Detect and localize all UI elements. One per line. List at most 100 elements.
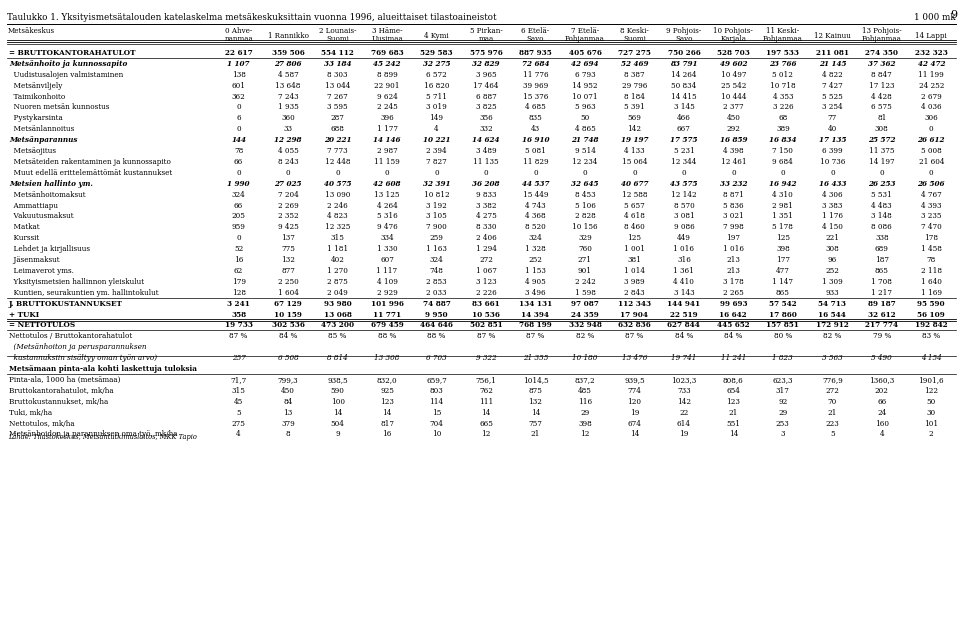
Text: 679 459: 679 459 [371, 322, 403, 329]
Text: 17 860: 17 860 [769, 310, 797, 319]
Text: 938,5: 938,5 [327, 376, 348, 384]
Text: 0: 0 [385, 169, 390, 177]
Text: 0: 0 [929, 169, 933, 177]
Text: 19 197: 19 197 [621, 137, 648, 144]
Text: 0: 0 [830, 169, 834, 177]
Text: 252: 252 [826, 267, 839, 275]
Text: 16 834: 16 834 [769, 137, 797, 144]
Text: 22 519: 22 519 [670, 310, 698, 319]
Text: 21 604: 21 604 [919, 158, 944, 166]
Text: 359 506: 359 506 [272, 49, 304, 57]
Text: 14 Lappi: 14 Lappi [916, 32, 948, 40]
Text: 3 595: 3 595 [327, 104, 348, 111]
Text: Ammattiapu: Ammattiapu [9, 202, 58, 210]
Text: 11 Keski-: 11 Keski- [766, 27, 800, 35]
Text: 3 382: 3 382 [476, 202, 496, 210]
Text: 87 %: 87 % [625, 332, 643, 341]
Text: 12 461: 12 461 [721, 158, 746, 166]
Text: 66: 66 [234, 158, 243, 166]
Text: 317: 317 [776, 387, 790, 395]
Text: 78: 78 [926, 256, 936, 264]
Text: 5 963: 5 963 [575, 104, 595, 111]
Text: 398: 398 [578, 420, 591, 428]
Text: 15: 15 [432, 409, 442, 416]
Text: Karjala: Karjala [720, 35, 746, 43]
Text: 177: 177 [776, 256, 790, 264]
Text: 4 150: 4 150 [822, 223, 843, 231]
Text: 2 987: 2 987 [376, 147, 397, 155]
Text: Pohjanmaa: Pohjanmaa [763, 35, 803, 43]
Text: 1 177: 1 177 [376, 125, 397, 133]
Text: 80 %: 80 % [774, 332, 792, 341]
Text: 142: 142 [628, 125, 641, 133]
Text: 12 448: 12 448 [324, 158, 350, 166]
Text: Pohjanmaa: Pohjanmaa [862, 35, 901, 43]
Text: 125: 125 [776, 234, 790, 242]
Text: 627 844: 627 844 [667, 322, 701, 329]
Text: 832,0: 832,0 [376, 376, 397, 384]
Text: 308: 308 [875, 125, 889, 133]
Text: 88 %: 88 % [427, 332, 445, 341]
Text: 316: 316 [677, 256, 691, 264]
Text: 5 081: 5 081 [525, 147, 546, 155]
Text: 52: 52 [234, 245, 243, 253]
Text: 6 575: 6 575 [872, 104, 892, 111]
Text: 8 814: 8 814 [327, 354, 348, 362]
Text: 9 684: 9 684 [773, 158, 793, 166]
Text: 10 071: 10 071 [572, 93, 598, 100]
Text: 14 146: 14 146 [373, 137, 400, 144]
Text: 14 394: 14 394 [521, 310, 549, 319]
Text: 17 464: 17 464 [473, 82, 499, 90]
Text: 82 %: 82 % [576, 332, 594, 341]
Text: 4 154: 4 154 [921, 354, 942, 362]
Text: 808,6: 808,6 [723, 376, 744, 384]
Text: 769 683: 769 683 [371, 49, 403, 57]
Text: 132: 132 [529, 398, 542, 406]
Text: 10 444: 10 444 [721, 93, 746, 100]
Text: 3 143: 3 143 [674, 289, 694, 297]
Text: + TUKI: + TUKI [9, 310, 39, 319]
Text: 149: 149 [429, 114, 444, 123]
Text: 4 865: 4 865 [575, 125, 595, 133]
Text: 9 833: 9 833 [476, 191, 496, 198]
Text: 554 112: 554 112 [322, 49, 354, 57]
Text: 4 398: 4 398 [723, 147, 744, 155]
Text: 66: 66 [234, 202, 243, 210]
Text: 8 871: 8 871 [723, 191, 744, 198]
Text: 10 Pohjois-: 10 Pohjois- [713, 27, 754, 35]
Text: 4 587: 4 587 [277, 71, 299, 79]
Text: 306: 306 [924, 114, 938, 123]
Text: 4 036: 4 036 [921, 104, 942, 111]
Text: 142: 142 [677, 398, 691, 406]
Text: 2: 2 [929, 430, 933, 439]
Text: 750 266: 750 266 [667, 49, 700, 57]
Text: 50: 50 [580, 114, 589, 123]
Text: J. BRUTTOKUSTANNUKSET: J. BRUTTOKUSTANNUKSET [9, 300, 123, 308]
Text: 8 243: 8 243 [277, 158, 299, 166]
Text: 959: 959 [231, 223, 246, 231]
Text: 2 226: 2 226 [475, 289, 496, 297]
Text: 6 793: 6 793 [575, 71, 595, 79]
Text: Metsänhoito ja kunnossapito: Metsänhoito ja kunnossapito [9, 60, 128, 68]
Text: 8 520: 8 520 [525, 223, 546, 231]
Text: 551: 551 [727, 420, 740, 428]
Text: 466: 466 [677, 114, 691, 123]
Text: 70: 70 [828, 398, 837, 406]
Text: 1 107: 1 107 [228, 60, 250, 68]
Text: Metsänviljely: Metsänviljely [9, 82, 62, 90]
Text: 14: 14 [333, 409, 343, 416]
Text: 799,3: 799,3 [277, 376, 299, 384]
Text: 3 021: 3 021 [723, 212, 744, 221]
Text: 92: 92 [779, 398, 787, 406]
Text: 2 853: 2 853 [426, 278, 446, 286]
Text: 213: 213 [727, 267, 740, 275]
Text: 14: 14 [630, 430, 639, 439]
Text: 25 542: 25 542 [721, 82, 746, 90]
Text: 19 733: 19 733 [225, 322, 252, 329]
Text: Pohjanmaa: Pohjanmaa [565, 35, 605, 43]
Text: 122: 122 [924, 387, 938, 395]
Text: 9 Pohjois-: 9 Pohjois- [666, 27, 702, 35]
Text: 2 Lounais-: 2 Lounais- [319, 27, 356, 35]
Text: 2 929: 2 929 [376, 289, 397, 297]
Text: 79 %: 79 % [873, 332, 891, 341]
